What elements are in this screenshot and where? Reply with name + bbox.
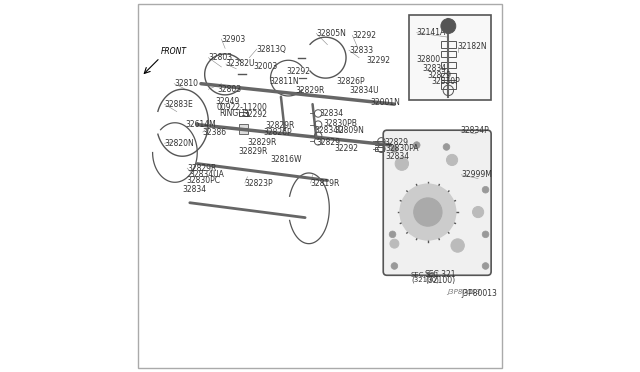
Bar bbox=[441, 62, 456, 68]
Text: 32834: 32834 bbox=[319, 109, 344, 118]
Text: 32829: 32829 bbox=[428, 71, 452, 80]
Text: 32820N: 32820N bbox=[164, 139, 195, 148]
Circle shape bbox=[482, 231, 489, 238]
Text: 32829R: 32829R bbox=[265, 121, 294, 130]
Circle shape bbox=[441, 19, 456, 33]
Text: 32834U: 32834U bbox=[314, 126, 344, 135]
Text: 32816W: 32816W bbox=[271, 155, 302, 164]
Text: 32834P: 32834P bbox=[461, 126, 490, 135]
Text: 32830PB: 32830PB bbox=[323, 119, 357, 128]
Text: 32829R: 32829R bbox=[238, 147, 268, 156]
Text: 32809N: 32809N bbox=[334, 126, 364, 135]
Text: 32829R: 32829R bbox=[248, 138, 277, 147]
Text: 32813Q: 32813Q bbox=[257, 45, 287, 54]
Text: SEC.321: SEC.321 bbox=[410, 272, 440, 278]
Text: 32382U: 32382U bbox=[226, 60, 255, 68]
Text: 32001N: 32001N bbox=[371, 98, 401, 107]
Text: 32829: 32829 bbox=[384, 138, 408, 147]
Circle shape bbox=[482, 186, 489, 193]
Text: 32292: 32292 bbox=[335, 144, 359, 153]
Text: 32141A: 32141A bbox=[417, 28, 446, 37]
Text: 32819R: 32819R bbox=[310, 179, 340, 187]
Circle shape bbox=[443, 144, 450, 150]
Text: 32292: 32292 bbox=[287, 67, 310, 76]
Text: 32834: 32834 bbox=[182, 185, 207, 194]
Circle shape bbox=[413, 142, 420, 148]
Text: 32830P: 32830P bbox=[431, 77, 460, 86]
Text: 00922-11200: 00922-11200 bbox=[216, 103, 268, 112]
Text: 32292: 32292 bbox=[367, 56, 390, 65]
Circle shape bbox=[391, 263, 397, 269]
Text: 32903: 32903 bbox=[221, 35, 246, 44]
Circle shape bbox=[447, 154, 458, 166]
Bar bbox=[239, 112, 248, 116]
Text: 32823P: 32823P bbox=[245, 179, 273, 187]
Circle shape bbox=[391, 145, 397, 152]
Text: 32883E: 32883E bbox=[164, 100, 193, 109]
Text: 32999M: 32999M bbox=[461, 170, 492, 179]
Circle shape bbox=[413, 198, 442, 226]
Bar bbox=[375, 147, 384, 151]
Text: 32830PA: 32830PA bbox=[385, 144, 419, 153]
Text: RING(1): RING(1) bbox=[220, 109, 250, 118]
Text: 32292: 32292 bbox=[243, 110, 267, 119]
Text: 32826P: 32826P bbox=[337, 77, 365, 86]
Text: 32003: 32003 bbox=[253, 62, 277, 71]
Bar bbox=[410, 15, 491, 100]
Bar bbox=[441, 73, 456, 80]
Text: 32800: 32800 bbox=[416, 55, 440, 64]
Bar bbox=[239, 129, 248, 134]
Text: J3P80013: J3P80013 bbox=[461, 289, 497, 298]
Text: 32834: 32834 bbox=[422, 64, 447, 73]
Text: 32803: 32803 bbox=[218, 85, 242, 94]
Text: 32829R: 32829R bbox=[296, 86, 325, 94]
Text: 32833: 32833 bbox=[349, 46, 373, 55]
Text: 32834: 32834 bbox=[385, 153, 409, 161]
Circle shape bbox=[395, 157, 408, 170]
Text: 32829R: 32829R bbox=[187, 164, 216, 173]
Circle shape bbox=[472, 206, 484, 218]
Circle shape bbox=[451, 239, 465, 252]
Bar bbox=[441, 41, 456, 48]
Text: 32830PC: 32830PC bbox=[186, 176, 220, 185]
Bar bbox=[239, 124, 248, 128]
Circle shape bbox=[482, 263, 489, 269]
Text: J3P80013: J3P80013 bbox=[447, 289, 481, 295]
Text: 32826P: 32826P bbox=[263, 128, 292, 137]
Text: 32834UA: 32834UA bbox=[189, 170, 224, 179]
Text: (32100): (32100) bbox=[425, 276, 455, 285]
Bar bbox=[441, 51, 456, 57]
Circle shape bbox=[390, 239, 399, 248]
Text: 32803: 32803 bbox=[209, 53, 232, 62]
Circle shape bbox=[400, 184, 456, 240]
Bar bbox=[441, 82, 456, 89]
Text: 32810: 32810 bbox=[174, 79, 198, 88]
Bar bbox=[375, 141, 384, 145]
Text: 32811N: 32811N bbox=[270, 77, 300, 86]
Text: FRONT: FRONT bbox=[161, 47, 187, 56]
FancyBboxPatch shape bbox=[383, 130, 491, 275]
Text: 32614M: 32614M bbox=[185, 120, 216, 129]
Text: 32949: 32949 bbox=[215, 97, 239, 106]
Text: 32386: 32386 bbox=[203, 128, 227, 137]
Text: 32805N: 32805N bbox=[316, 29, 346, 38]
Text: 32834U: 32834U bbox=[349, 86, 380, 94]
Text: SEC.321: SEC.321 bbox=[425, 270, 456, 279]
Circle shape bbox=[389, 231, 396, 238]
Text: 32292: 32292 bbox=[353, 31, 376, 40]
Text: 32829: 32829 bbox=[316, 138, 340, 147]
Text: 32182N: 32182N bbox=[458, 42, 487, 51]
Text: (32100): (32100) bbox=[411, 276, 439, 283]
